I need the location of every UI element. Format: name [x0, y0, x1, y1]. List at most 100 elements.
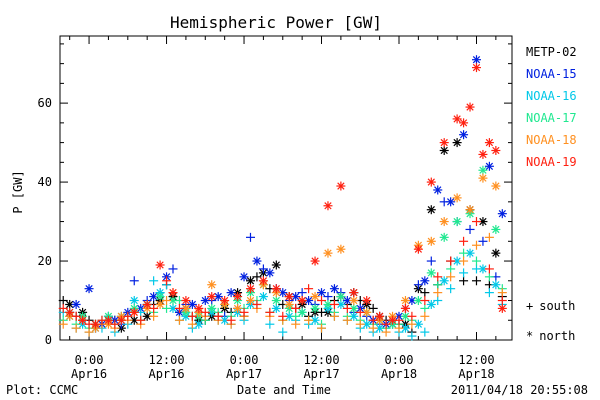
south-plus-mark	[84, 327, 94, 337]
asterisk-stroke	[91, 320, 100, 328]
south-plus-mark	[58, 303, 68, 313]
x-tick-label-time: 12:00	[148, 353, 184, 367]
south-plus-mark	[446, 256, 456, 266]
north-asterisk-mark	[413, 296, 423, 306]
north-asterisk-mark	[323, 201, 333, 211]
north-asterisk-mark	[84, 284, 94, 294]
asterisk-stroke	[414, 245, 423, 253]
south-plus-mark	[484, 232, 494, 242]
south-plus-mark	[258, 264, 268, 274]
south-plus-mark	[317, 296, 327, 306]
south-plus-mark	[407, 311, 417, 321]
asterisk-stroke	[292, 292, 300, 301]
south-plus-mark	[459, 276, 469, 286]
asterisk-stroke	[401, 296, 410, 305]
asterisk-stroke	[401, 304, 410, 313]
south-plus-mark	[426, 256, 436, 266]
north-asterisk-mark	[452, 138, 462, 148]
north-asterisk-mark	[478, 264, 488, 274]
north-asterisk-mark	[168, 288, 178, 298]
south-plus-mark	[368, 323, 378, 333]
north-asterisk-mark	[91, 319, 101, 329]
south-plus-mark	[420, 288, 430, 298]
south-plus-mark	[407, 331, 417, 341]
south-plus-mark	[304, 315, 314, 325]
asterisk-stroke	[253, 257, 261, 265]
asterisk-stroke	[311, 316, 319, 324]
asterisk-stroke	[272, 296, 280, 305]
north-asterisk-mark	[329, 284, 339, 294]
south-plus-mark	[71, 311, 81, 321]
asterisk-stroke	[285, 292, 293, 301]
asterisk-stroke	[304, 296, 313, 305]
x-tick-label-date: Apr18	[381, 367, 417, 381]
south-plus-mark	[187, 311, 197, 321]
asterisk-stroke	[453, 217, 461, 226]
asterisk-stroke	[479, 166, 487, 174]
north-asterisk-mark	[271, 303, 281, 313]
north-asterisk-mark	[284, 299, 294, 309]
south-plus-mark	[239, 307, 249, 317]
north-asterisk-mark	[426, 177, 436, 187]
asterisk-stroke	[195, 304, 203, 313]
data-marks	[58, 55, 507, 341]
y-tick-label: 60	[38, 96, 52, 110]
north-asterisk-mark	[400, 311, 410, 321]
south-plus-mark	[342, 303, 352, 313]
south-plus-mark	[252, 299, 262, 309]
north-asterisk-mark	[336, 292, 346, 302]
asterisk-stroke	[492, 146, 500, 155]
symbol-legend-glyph: +	[526, 299, 533, 313]
asterisk-stroke	[440, 146, 448, 155]
asterisk-stroke	[143, 312, 151, 320]
north-asterisk-mark	[452, 217, 462, 227]
asterisk-stroke	[246, 285, 255, 293]
south-plus-mark	[162, 303, 172, 313]
north-asterisk-mark	[439, 138, 449, 148]
asterisk-stroke	[169, 304, 177, 313]
north-asterisk-mark	[459, 130, 469, 140]
x-tick-label-time: 12:00	[458, 353, 494, 367]
south-plus-mark	[265, 319, 275, 329]
asterisk-stroke	[375, 324, 384, 332]
south-plus-mark	[174, 315, 184, 325]
asterisk-stroke	[492, 225, 500, 234]
north-asterisk-mark	[181, 303, 191, 313]
north-asterisk-mark	[297, 296, 307, 306]
north-asterisk-mark	[336, 244, 346, 254]
asterisk-stroke	[279, 288, 287, 297]
asterisk-stroke	[350, 304, 358, 313]
asterisk-stroke	[130, 316, 138, 324]
south-plus-mark	[446, 272, 456, 282]
south-plus-mark	[459, 268, 469, 278]
axis-ticks: 02040600:00Apr1612:00Apr160:00Apr1712:00…	[38, 36, 512, 381]
south-plus-mark	[317, 323, 327, 333]
asterisk-stroke	[246, 296, 255, 305]
asterisk-stroke	[375, 312, 384, 320]
asterisk-stroke	[440, 277, 448, 285]
south-plus-mark	[226, 315, 236, 325]
south-plus-mark	[420, 296, 430, 306]
north-asterisk-mark	[233, 303, 243, 313]
asterisk-stroke	[259, 292, 268, 301]
asterisk-stroke	[104, 316, 113, 324]
asterisk-stroke	[414, 296, 423, 305]
asterisk-stroke	[272, 261, 280, 269]
south-plus-mark	[368, 315, 378, 325]
north-asterisk-mark	[310, 256, 320, 266]
north-asterisk-mark	[103, 315, 113, 325]
asterisk-stroke	[272, 304, 280, 313]
chart-title: Hemispheric Power [GW]	[170, 13, 382, 32]
south-plus-mark	[484, 288, 494, 298]
y-tick-label: 20	[38, 254, 52, 268]
north-asterisk-mark	[226, 288, 236, 298]
x-tick-label-date: Apr18	[458, 367, 494, 381]
asterisk-stroke	[479, 217, 487, 226]
north-asterisk-mark	[71, 299, 81, 309]
south-plus-mark	[433, 272, 443, 282]
south-plus-mark	[471, 276, 481, 286]
north-asterisk-mark	[155, 260, 165, 270]
asterisk-stroke	[337, 245, 345, 253]
south-plus-mark	[459, 236, 469, 246]
south-plus-mark	[459, 248, 469, 258]
